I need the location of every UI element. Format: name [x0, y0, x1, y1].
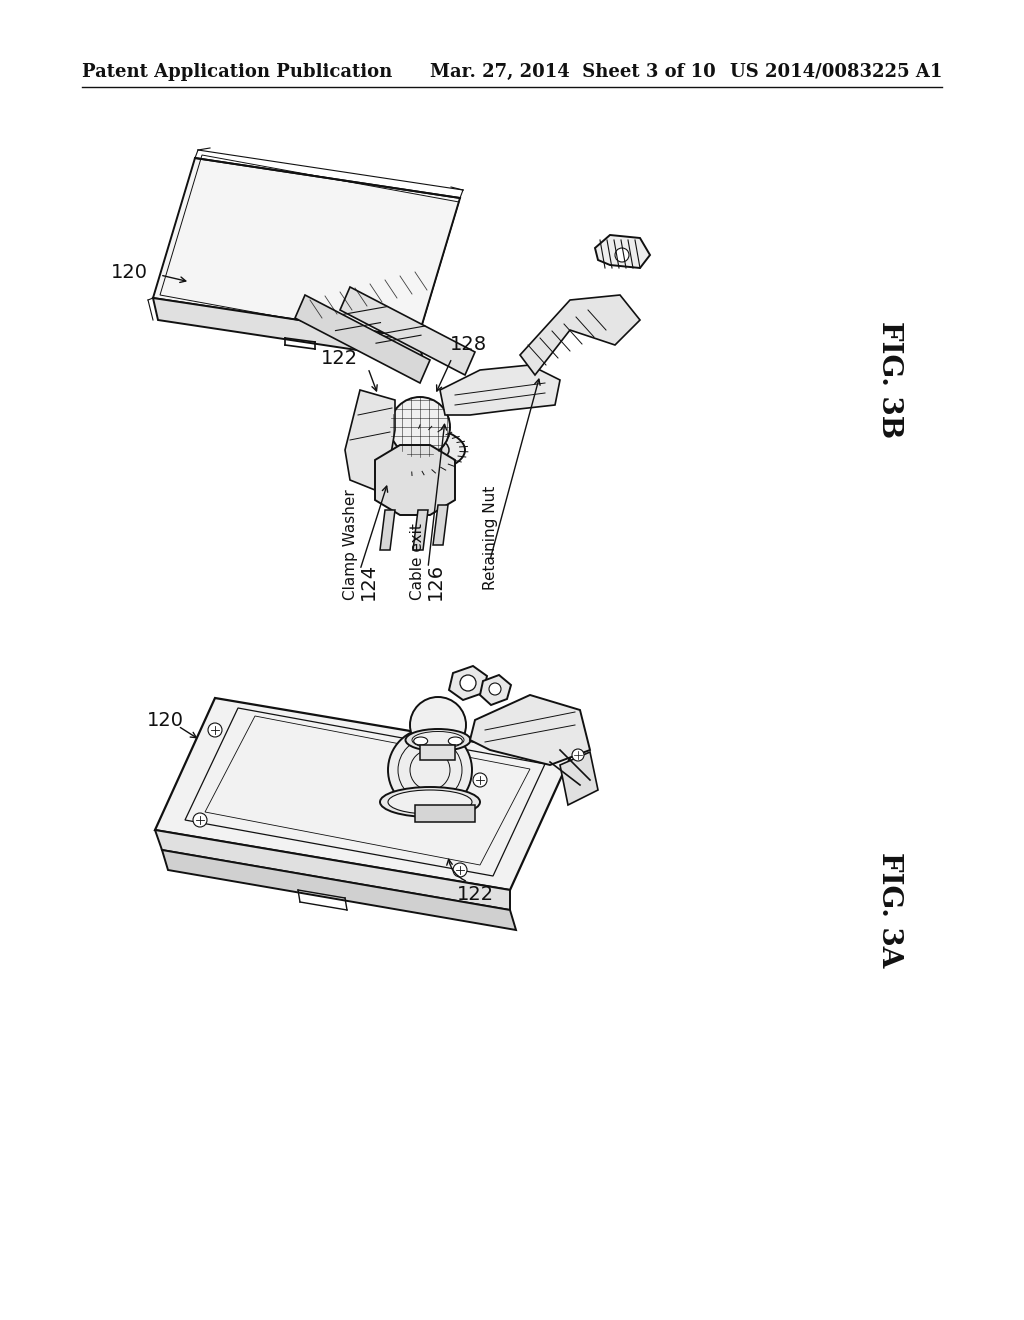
Text: FIG. 3B: FIG. 3B	[877, 322, 903, 438]
Polygon shape	[153, 298, 423, 360]
Polygon shape	[413, 510, 428, 550]
Text: 120: 120	[146, 710, 183, 730]
Polygon shape	[380, 510, 395, 550]
Polygon shape	[155, 830, 510, 909]
Polygon shape	[433, 506, 449, 545]
Polygon shape	[420, 744, 455, 760]
Polygon shape	[162, 850, 516, 931]
Text: 126: 126	[426, 562, 444, 601]
Ellipse shape	[355, 426, 465, 474]
Polygon shape	[440, 366, 560, 414]
Text: 124: 124	[358, 562, 378, 601]
Polygon shape	[470, 696, 590, 766]
Text: 120: 120	[111, 263, 148, 281]
Text: Mar. 27, 2014  Sheet 3 of 10: Mar. 27, 2014 Sheet 3 of 10	[430, 63, 716, 81]
Ellipse shape	[449, 737, 462, 744]
Circle shape	[208, 723, 222, 737]
Polygon shape	[340, 286, 475, 375]
Text: 122: 122	[321, 348, 358, 367]
Circle shape	[193, 813, 207, 828]
Text: Clamp Washer: Clamp Washer	[342, 490, 357, 601]
Polygon shape	[155, 698, 570, 890]
Circle shape	[410, 697, 466, 752]
Ellipse shape	[412, 731, 464, 748]
Ellipse shape	[388, 789, 472, 814]
Circle shape	[388, 729, 472, 812]
Circle shape	[460, 675, 476, 690]
Polygon shape	[345, 389, 395, 490]
Polygon shape	[153, 158, 460, 338]
Polygon shape	[415, 805, 475, 822]
Polygon shape	[480, 675, 511, 705]
Polygon shape	[520, 294, 640, 375]
Text: FIG. 3A: FIG. 3A	[877, 853, 903, 968]
Polygon shape	[375, 445, 455, 515]
Text: 128: 128	[450, 335, 487, 355]
Ellipse shape	[406, 729, 470, 751]
Text: Patent Application Publication: Patent Application Publication	[82, 63, 392, 81]
Circle shape	[390, 397, 450, 457]
Ellipse shape	[414, 737, 428, 744]
Polygon shape	[595, 235, 650, 268]
Text: Retaining Nut: Retaining Nut	[482, 486, 498, 590]
Circle shape	[615, 248, 629, 261]
Circle shape	[453, 863, 467, 876]
Polygon shape	[560, 752, 598, 805]
Circle shape	[489, 682, 501, 696]
Text: US 2014/0083225 A1: US 2014/0083225 A1	[730, 63, 942, 81]
Ellipse shape	[380, 787, 480, 817]
Text: Cable exit: Cable exit	[411, 523, 426, 601]
Circle shape	[572, 748, 584, 762]
Polygon shape	[295, 294, 430, 383]
Polygon shape	[449, 667, 487, 700]
Circle shape	[473, 774, 487, 787]
Text: 122: 122	[457, 886, 494, 904]
Ellipse shape	[371, 433, 449, 467]
